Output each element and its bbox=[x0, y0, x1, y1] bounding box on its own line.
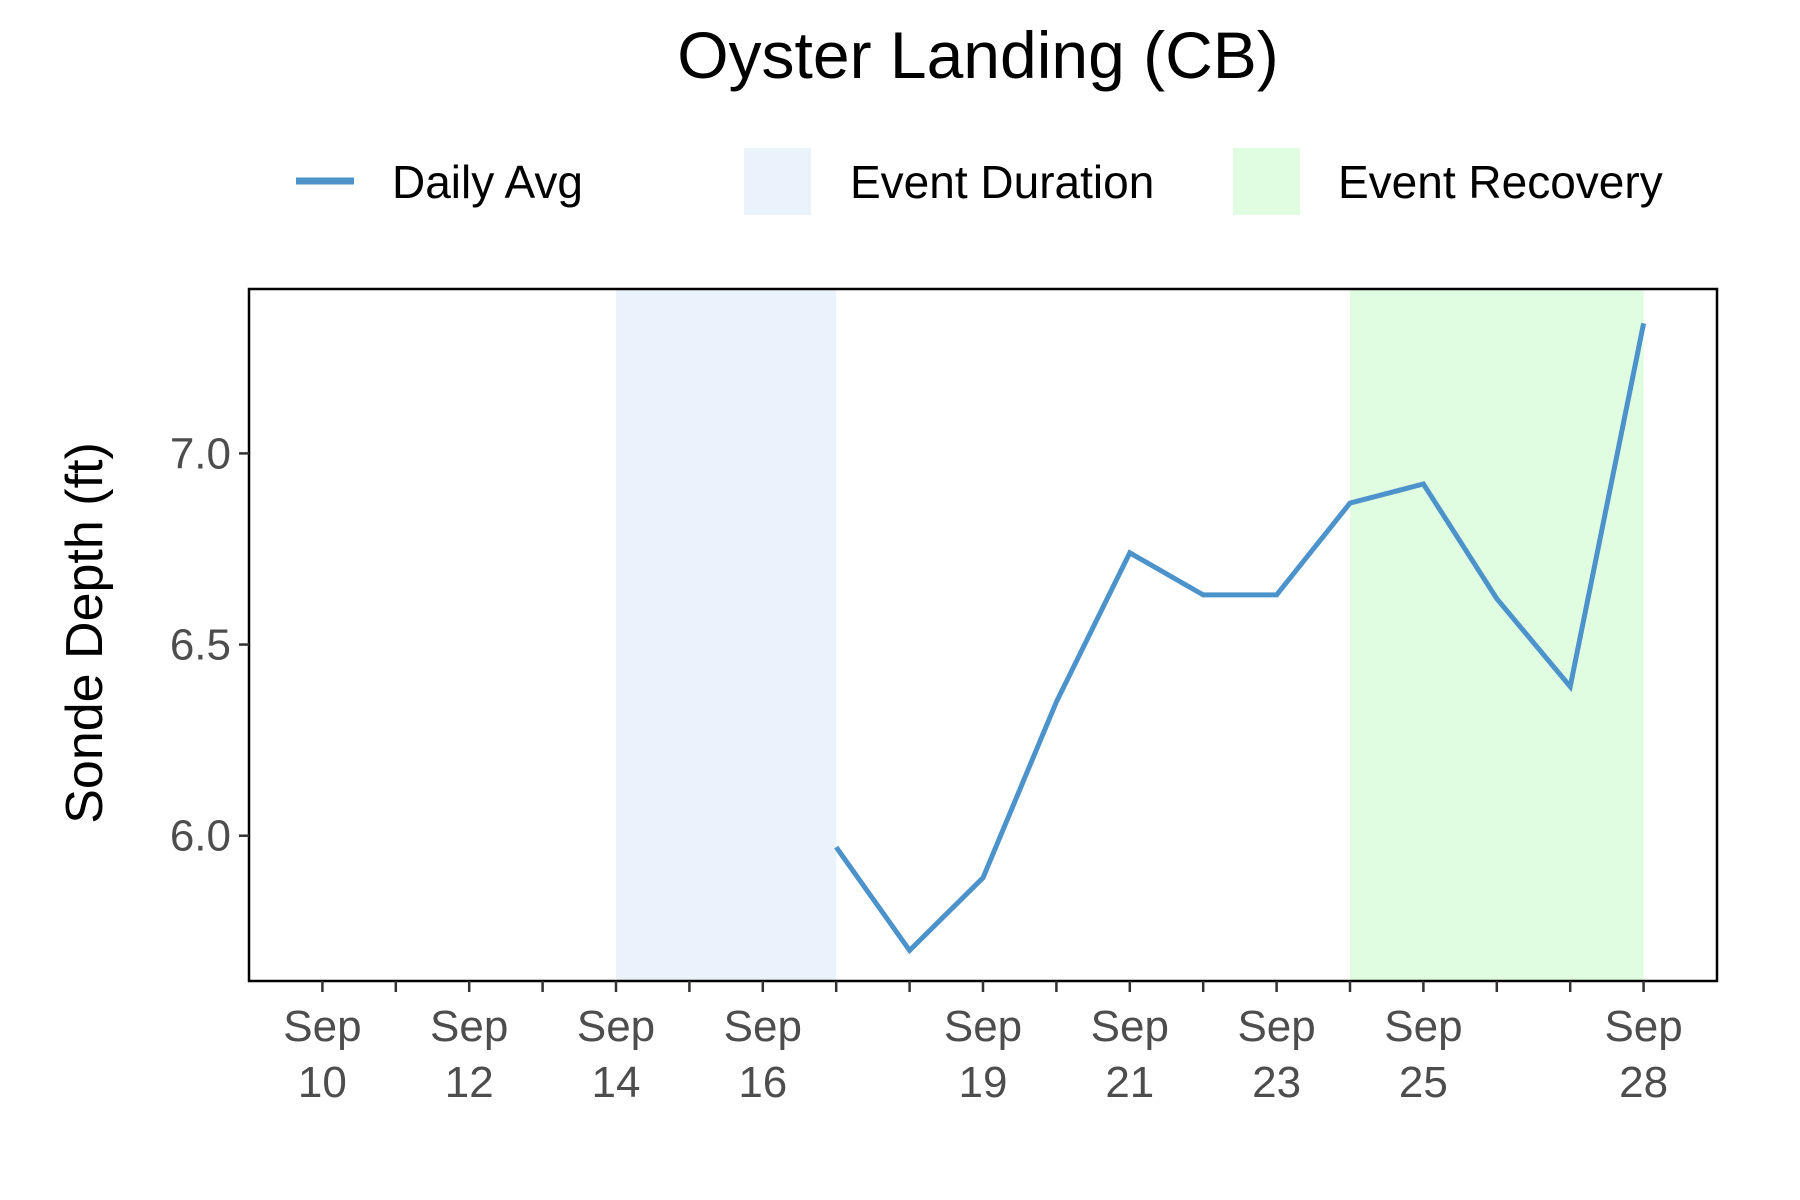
x-tick-label-15: Sep 25 bbox=[1384, 1002, 1462, 1107]
legend-label-event-duration: Event Duration bbox=[850, 156, 1154, 208]
x-tick-label-13: Sep 23 bbox=[1237, 1002, 1315, 1107]
event-duration-band bbox=[616, 289, 837, 981]
event-bands bbox=[616, 289, 1644, 981]
legend-key-event-duration bbox=[744, 148, 811, 215]
y-tick-label-0: 6.0 bbox=[170, 812, 231, 861]
legend-label-event-recovery: Event Recovery bbox=[1338, 156, 1663, 208]
y-tick-label-2: 7.0 bbox=[170, 429, 231, 478]
x-tick-label-4: Sep 14 bbox=[577, 1002, 655, 1107]
event-recovery-band bbox=[1350, 289, 1644, 981]
legend-key-event-recovery bbox=[1233, 148, 1300, 215]
x-tick-label-11: Sep 21 bbox=[1091, 1002, 1169, 1107]
y-axis: 6.0 6.5 7.0 bbox=[170, 429, 249, 861]
chart-title: Oyster Landing (CB) bbox=[677, 18, 1279, 92]
x-tick-label-6: Sep 16 bbox=[724, 1002, 802, 1107]
x-tick-label-18: Sep 28 bbox=[1604, 1002, 1682, 1107]
legend: Daily Avg Event Duration Event Recovery bbox=[296, 148, 1663, 215]
x-tick-label-9: Sep 19 bbox=[944, 1002, 1022, 1107]
y-axis-label: Sonde Depth (ft) bbox=[56, 442, 114, 824]
legend-label-daily-avg: Daily Avg bbox=[392, 156, 583, 208]
x-axis: Sep 10 Sep 12 Sep 14 Sep 16 Sep 19 Sep 21 Sep 23 Sep 25… bbox=[283, 981, 1683, 1107]
y-tick-label-1: 6.5 bbox=[170, 621, 231, 670]
series-lines bbox=[834, 322, 1647, 955]
series-line-0 bbox=[834, 322, 1647, 955]
x-tick-label-2: Sep 12 bbox=[430, 1002, 508, 1107]
x-tick-label-0: Sep 10 bbox=[283, 1002, 361, 1107]
